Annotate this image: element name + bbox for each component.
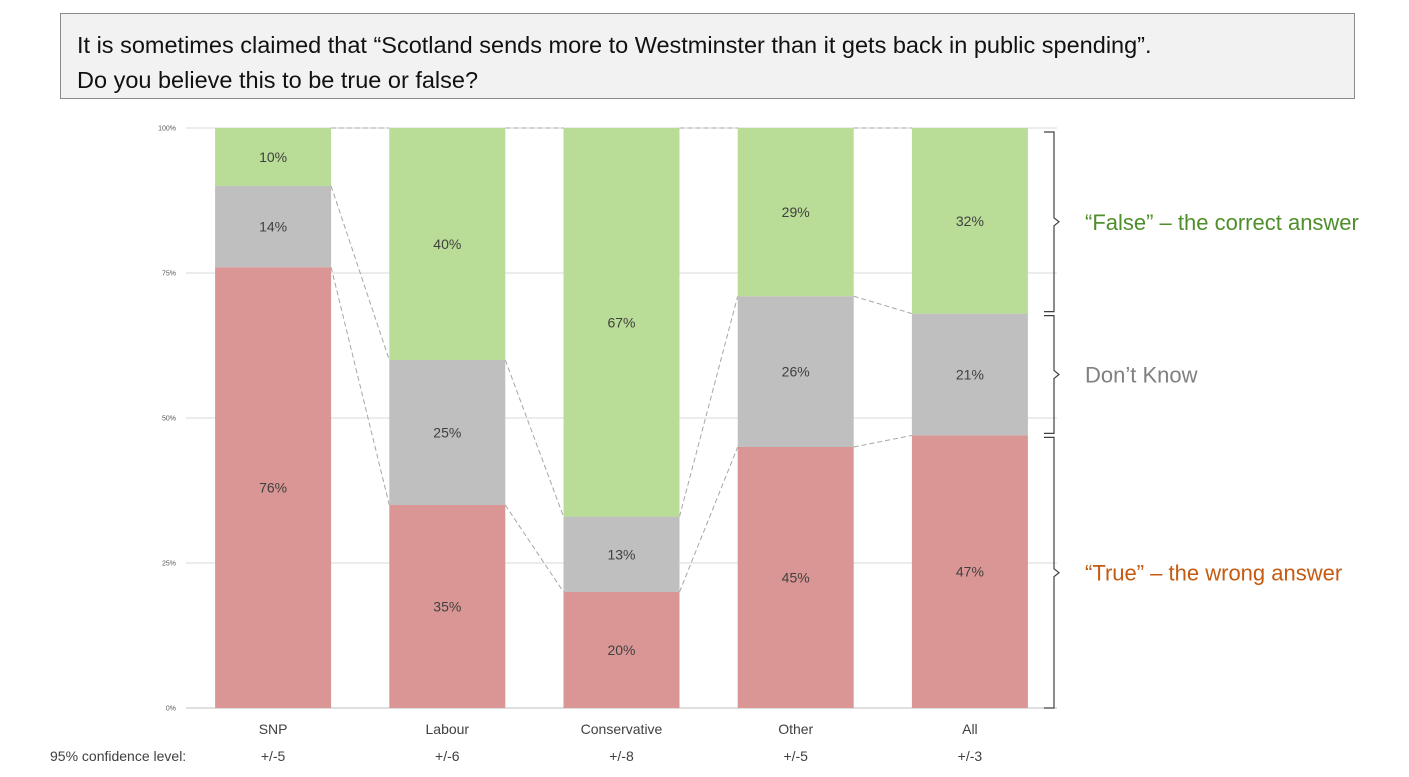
- x-tick-label: Other: [778, 721, 813, 737]
- data-label: 26%: [782, 364, 810, 380]
- data-label: 14%: [259, 219, 287, 235]
- bar-segment: [389, 128, 506, 360]
- confidence-value: +/-8: [609, 748, 634, 764]
- series-connector-line: [330, 267, 390, 506]
- series-connector-line: [504, 504, 564, 593]
- data-label: 21%: [956, 367, 984, 383]
- question-box: It is sometimes claimed that “Scotland s…: [60, 13, 1355, 99]
- bracket-false: [1044, 131, 1060, 313]
- bar-segment: [389, 505, 506, 708]
- data-label: 29%: [782, 204, 810, 220]
- data-label: 35%: [433, 599, 461, 615]
- series-connector-line: [679, 296, 739, 517]
- y-tick-label: 25%: [162, 561, 176, 568]
- x-tick-label: All: [962, 721, 978, 737]
- data-label: 10%: [259, 149, 287, 165]
- bar-segment: [389, 360, 506, 505]
- data-label: 20%: [607, 642, 635, 658]
- bar-segment: [737, 296, 854, 447]
- bar-segment: [215, 267, 332, 708]
- confidence-value: +/-5: [783, 748, 808, 764]
- question-line-1: It is sometimes claimed that “Scotland s…: [77, 32, 1152, 58]
- data-label: 76%: [259, 480, 287, 496]
- series-connector-line: [853, 295, 913, 315]
- x-tick-label: Conservative: [581, 721, 663, 737]
- confidence-value: +/-3: [958, 748, 983, 764]
- series-connector-line: [853, 434, 912, 448]
- confidence-label: 95% confidence level:: [50, 748, 186, 764]
- y-tick-label: 75%: [162, 271, 176, 278]
- bar-segment: [911, 435, 1028, 708]
- bar-segment: [563, 592, 680, 708]
- legend-label-false: “False” – the correct answer: [1085, 210, 1359, 235]
- confidence-value: +/-6: [435, 748, 460, 764]
- bar-segment: [215, 128, 332, 186]
- x-tick-label: SNP: [259, 721, 288, 737]
- legend-label-dont-know: Don’t Know: [1085, 363, 1198, 388]
- bar-segment: [737, 128, 854, 297]
- y-tick-label: 0%: [166, 706, 176, 713]
- data-label: 40%: [433, 236, 461, 252]
- bar-segment: [215, 186, 332, 268]
- bar-segment: [911, 128, 1028, 314]
- legend-label-true: “True” – the wrong answer: [1085, 561, 1342, 586]
- series-connector-line: [504, 359, 564, 517]
- series-connector-line: [330, 185, 390, 361]
- bracket-true: [1044, 436, 1060, 709]
- bar-segment: [563, 128, 680, 517]
- bar-segment: [563, 516, 680, 592]
- bar-segment: [911, 313, 1028, 436]
- question-line-2: Do you believe this to be true or false?: [77, 67, 479, 93]
- series-connector-line: [679, 446, 739, 593]
- x-tick-label: Labour: [426, 721, 470, 737]
- data-label: 45%: [782, 570, 810, 586]
- bar-segment: [737, 447, 854, 708]
- data-label: 67%: [607, 314, 635, 330]
- bracket-dont-know: [1044, 315, 1060, 434]
- data-label: 32%: [956, 213, 984, 229]
- data-label: 25%: [433, 425, 461, 441]
- y-tick-label: 100%: [158, 126, 176, 133]
- data-label: 47%: [956, 564, 984, 580]
- confidence-value: +/-5: [261, 748, 286, 764]
- data-label: 13%: [607, 546, 635, 562]
- y-tick-label: 50%: [162, 416, 176, 423]
